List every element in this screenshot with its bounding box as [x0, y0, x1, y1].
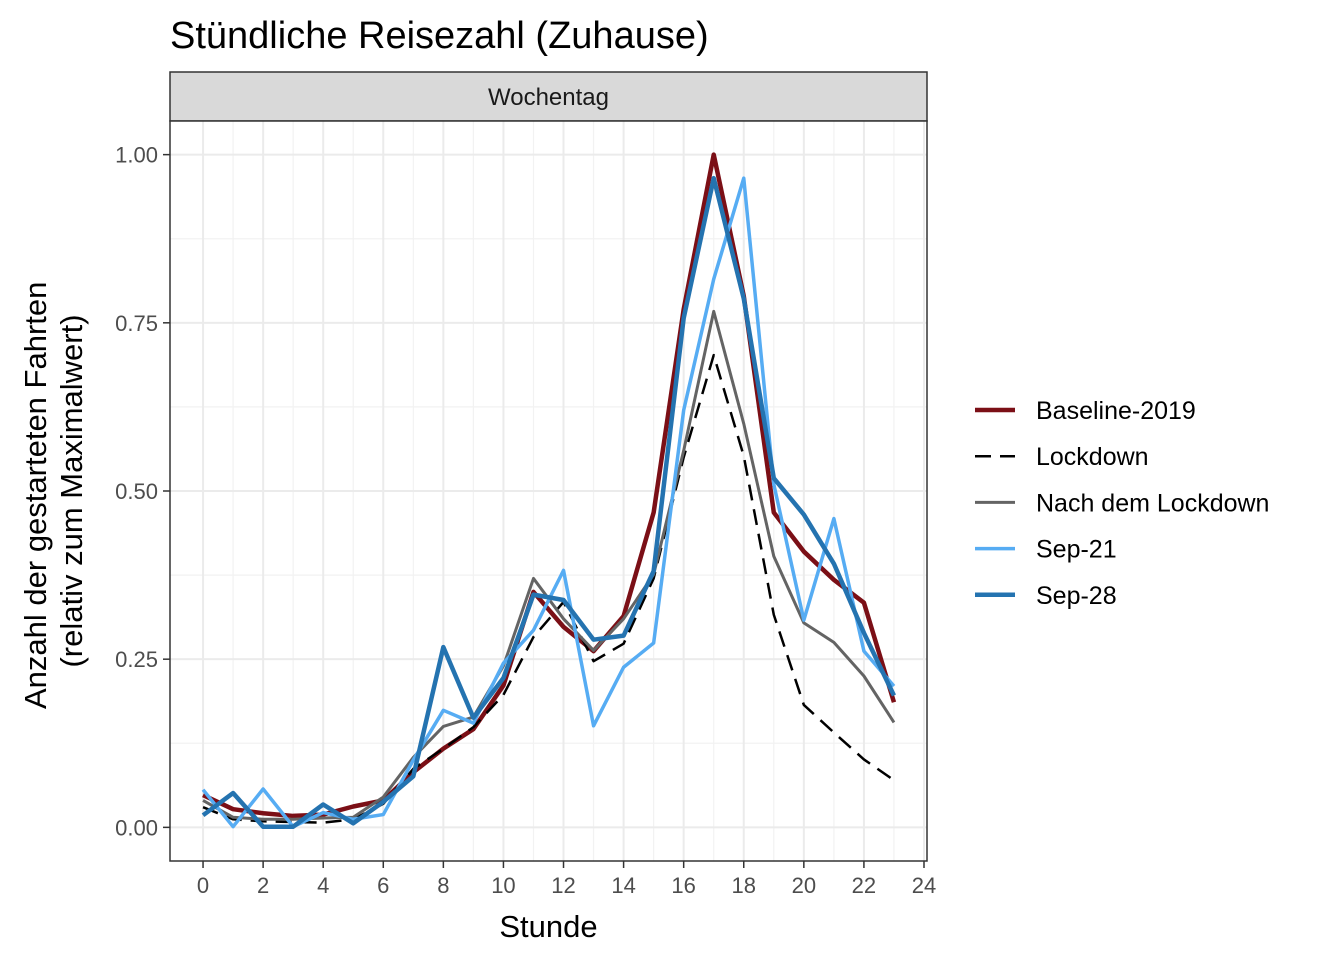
legend-label-lockdown: Lockdown [1036, 443, 1149, 471]
legend-label-sep-21: Sep-21 [1036, 536, 1117, 564]
x-axis-title: Stunde [499, 909, 597, 944]
legend: Baseline-2019 Lockdown Nach dem Lockdown Se… [975, 397, 1269, 610]
facet-strip [169, 71, 928, 122]
x-tick-label: 16 [671, 873, 695, 898]
y-axis-title: Anzahl der gestarteten Fahrten (relativ … [18, 273, 89, 709]
facet-strip-label: Wochentag [488, 84, 609, 111]
legend-label-baseline-2019: Baseline-2019 [1036, 397, 1196, 425]
x-tick-label: 22 [852, 873, 876, 898]
legend-label-nach-dem-lockdown: Nach dem Lockdown [1036, 489, 1269, 517]
y-axis-title-line-1: Anzahl der gestarteten Fahrten [18, 282, 53, 709]
y-tick-label: 0.75 [115, 311, 158, 336]
x-tick-label: 4 [317, 873, 329, 898]
chart-title: Stündliche Reisezahl (Zuhause) [170, 15, 709, 57]
x-tick-label: 8 [437, 873, 449, 898]
x-tick-label: 0 [197, 873, 209, 898]
x-tick-label: 14 [611, 873, 635, 898]
x-tick-label: 6 [377, 873, 389, 898]
legend-label-sep-28: Sep-28 [1036, 582, 1117, 610]
x-tick-label: 18 [732, 873, 756, 898]
series-line-lockdown [202, 353, 895, 824]
series-line-sep-21 [201, 176, 896, 829]
x-tick-label: 10 [491, 873, 515, 898]
x-tick-label: 12 [551, 873, 575, 898]
x-tick-label: 24 [912, 873, 936, 898]
y-axis-title-line-2: (relativ zum Maximalwert) [54, 314, 89, 667]
y-tick-label: 0.25 [115, 647, 158, 672]
y-tick-label: 0.50 [115, 479, 158, 504]
y-tick-label: 1.00 [115, 143, 158, 168]
y-tick-label: 0.00 [115, 815, 158, 840]
grid-major [170, 121, 927, 861]
x-tick-label: 20 [792, 873, 816, 898]
series-line-sep-28 [201, 175, 896, 829]
y-axis: 0.00 0.25 0.50 0.75 1.00 [115, 143, 170, 840]
plot-panel [169, 120, 928, 862]
x-axis: 0 2 4 6 8 10 12 14 16 18 20 22 24 [197, 861, 936, 898]
series-lines [201, 152, 897, 829]
x-tick-label: 2 [257, 873, 269, 898]
